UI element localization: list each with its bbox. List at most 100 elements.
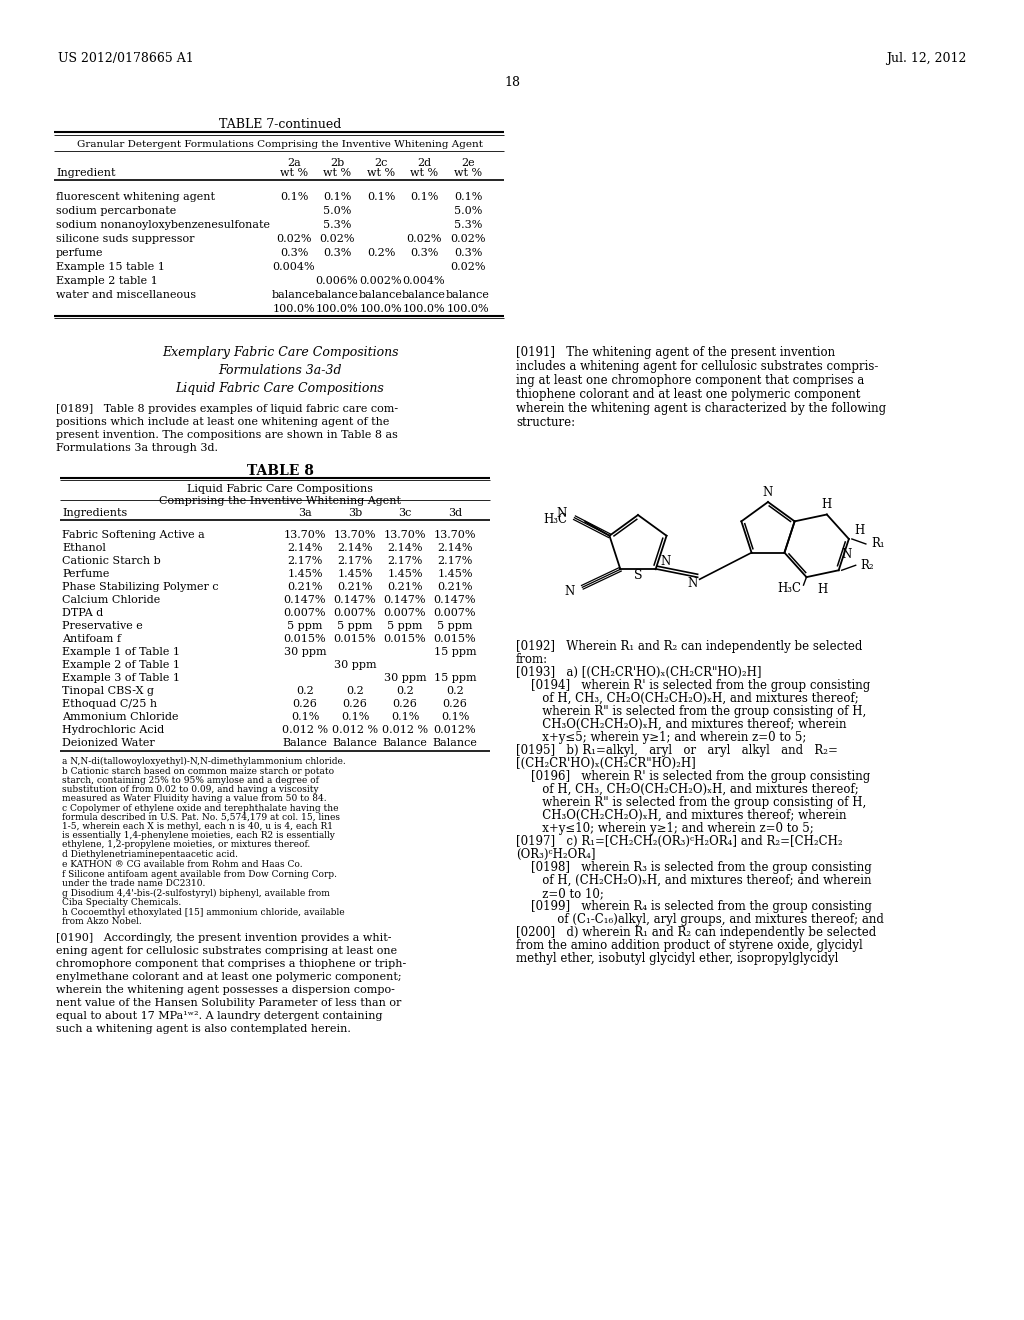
Text: 13.70%: 13.70% [434,531,476,540]
Text: 0.1%: 0.1% [440,711,469,722]
Text: 0.02%: 0.02% [407,234,441,244]
Text: [0199]   wherein R₄ is selected from the group consisting: [0199] wherein R₄ is selected from the g… [531,900,871,913]
Text: nent value of the Hansen Solubility Parameter of less than or: nent value of the Hansen Solubility Para… [56,998,401,1008]
Text: 2a: 2a [287,158,301,168]
Text: such a whitening agent is also contemplated herein.: such a whitening agent is also contempla… [56,1024,351,1034]
Text: 0.21%: 0.21% [437,582,473,591]
Text: 0.3%: 0.3% [323,248,351,257]
Text: of H, CH₃, CH₂O(CH₂CH₂O)ₓH, and mixtures thereof;: of H, CH₃, CH₂O(CH₂CH₂O)ₓH, and mixtures… [531,783,859,796]
Text: formula described in U.S. Pat. No. 5,574,179 at col. 15, lines: formula described in U.S. Pat. No. 5,574… [62,813,340,822]
Text: 0.147%: 0.147% [384,595,426,605]
Text: 30 ppm: 30 ppm [284,647,327,657]
Text: Granular Detergent Formulations Comprising the Inventive Whitening Agent: Granular Detergent Formulations Comprisi… [77,140,483,149]
Text: fluorescent whitening agent: fluorescent whitening agent [56,191,215,202]
Text: [0192]   Wherein R₁ and R₂ can independently be selected: [0192] Wherein R₁ and R₂ can independent… [516,640,862,653]
Text: measured as Water Fluidity having a value from 50 to 84.: measured as Water Fluidity having a valu… [62,795,327,803]
Text: 5.3%: 5.3% [454,220,482,230]
Text: 13.70%: 13.70% [334,531,376,540]
Text: 0.002%: 0.002% [359,276,402,286]
Text: [0198]   wherein R₃ is selected from the group consisting: [0198] wherein R₃ is selected from the g… [531,861,871,874]
Text: 0.015%: 0.015% [434,634,476,644]
Text: Comprising the Inventive Whitening Agent: Comprising the Inventive Whitening Agent [159,496,401,506]
Text: [0195]   b) R₁=alkyl,   aryl   or   aryl   alkyl   and   R₂=: [0195] b) R₁=alkyl, aryl or aryl alkyl a… [516,744,838,756]
Text: 0.02%: 0.02% [276,234,311,244]
Text: 13.70%: 13.70% [284,531,327,540]
Text: e KATHON ® CG available from Rohm and Haas Co.: e KATHON ® CG available from Rohm and Ha… [62,861,303,869]
Text: 15 ppm: 15 ppm [434,673,476,682]
Text: S: S [634,569,642,582]
Text: from the amino addition product of styrene oxide, glycidyl: from the amino addition product of styre… [516,939,863,952]
Text: Preservative e: Preservative e [62,620,142,631]
Text: 2d: 2d [417,158,431,168]
Text: H: H [817,582,827,595]
Text: 100.0%: 100.0% [315,304,358,314]
Text: sodium percarbonate: sodium percarbonate [56,206,176,216]
Text: 1.45%: 1.45% [288,569,323,579]
Text: 30 ppm: 30 ppm [334,660,376,671]
Text: 0.02%: 0.02% [451,261,485,272]
Text: N: N [763,486,773,499]
Text: (OR₃)ᶜH₂OR₄]: (OR₃)ᶜH₂OR₄] [516,847,596,861]
Text: 2.14%: 2.14% [437,543,473,553]
Text: 2.17%: 2.17% [288,556,323,566]
Text: balance: balance [446,290,489,300]
Text: 0.006%: 0.006% [315,276,358,286]
Text: perfume: perfume [56,248,103,257]
Text: balance: balance [402,290,445,300]
Text: equal to about 17 MPa¹ʷ². A laundry detergent containing: equal to about 17 MPa¹ʷ². A laundry dete… [56,1011,383,1020]
Text: [(CH₂CR'HO)ₓ(CH₂CR"HO)₂H]: [(CH₂CR'HO)ₓ(CH₂CR"HO)₂H] [516,756,695,770]
Text: 1.45%: 1.45% [387,569,423,579]
Text: g Disodium 4,4'-bis-(2-sulfostyryl) biphenyl, available from: g Disodium 4,4'-bis-(2-sulfostyryl) biph… [62,888,330,898]
Text: 100.0%: 100.0% [359,304,402,314]
Text: 0.015%: 0.015% [284,634,327,644]
Text: 0.2: 0.2 [446,686,464,696]
Text: from:: from: [516,653,548,667]
Text: 18: 18 [504,77,520,88]
Text: wherein the whitening agent is characterized by the following: wherein the whitening agent is character… [516,403,886,414]
Text: 15 ppm: 15 ppm [434,647,476,657]
Text: 2.17%: 2.17% [337,556,373,566]
Text: methyl ether, isobutyl glycidyl ether, isopropylglycidyl: methyl ether, isobutyl glycidyl ether, i… [516,952,839,965]
Text: N: N [564,585,574,598]
Text: Formulations 3a-3d: Formulations 3a-3d [218,364,342,378]
Text: 0.3%: 0.3% [454,248,482,257]
Text: Antifoam f: Antifoam f [62,634,121,644]
Text: wherein the whitening agent possesses a dispersion compo-: wherein the whitening agent possesses a … [56,985,395,995]
Text: 0.3%: 0.3% [280,248,308,257]
Text: 0.02%: 0.02% [319,234,354,244]
Text: present invention. The compositions are shown in Table 8 as: present invention. The compositions are … [56,430,398,440]
Text: [0193]   a) [(CH₂CR'HO)ₓ(CH₂CR"HO)₂H]: [0193] a) [(CH₂CR'HO)ₓ(CH₂CR"HO)₂H] [516,667,762,678]
Text: 5 ppm: 5 ppm [337,620,373,631]
Text: f Silicone antifoam agent available from Dow Corning Corp.: f Silicone antifoam agent available from… [62,870,337,879]
Text: 30 ppm: 30 ppm [384,673,426,682]
Text: [0190]   Accordingly, the present invention provides a whit-: [0190] Accordingly, the present inventio… [56,933,391,942]
Text: 2e: 2e [461,158,475,168]
Text: 0.004%: 0.004% [272,261,315,272]
Text: Balance: Balance [383,738,427,748]
Text: R₁: R₁ [870,537,885,550]
Text: 0.147%: 0.147% [434,595,476,605]
Text: 0.1%: 0.1% [391,711,419,722]
Text: 3b: 3b [348,508,362,517]
Text: 0.26: 0.26 [442,700,467,709]
Text: 0.007%: 0.007% [334,609,376,618]
Text: structure:: structure: [516,416,575,429]
Text: enylmethane colorant and at least one polymeric component;: enylmethane colorant and at least one po… [56,972,401,982]
Text: 1.45%: 1.45% [337,569,373,579]
Text: Ethanol: Ethanol [62,543,105,553]
Text: R₂: R₂ [861,558,874,572]
Text: 3c: 3c [398,508,412,517]
Text: Example 2 of Table 1: Example 2 of Table 1 [62,660,180,671]
Text: balance: balance [359,290,402,300]
Text: N: N [660,554,671,568]
Text: Exemplary Fabric Care Compositions: Exemplary Fabric Care Compositions [162,346,398,359]
Text: is essentially 1,4-phenylene moieties, each R2 is essentially: is essentially 1,4-phenylene moieties, e… [62,832,335,840]
Text: 0.26: 0.26 [392,700,418,709]
Text: wherein R" is selected from the group consisting of H,: wherein R" is selected from the group co… [531,796,866,809]
Text: chromophore component that comprises a thiophene or triph-: chromophore component that comprises a t… [56,960,407,969]
Text: ethylene, 1,2-propylene moieties, or mixtures thereof.: ethylene, 1,2-propylene moieties, or mix… [62,840,310,849]
Text: 2.17%: 2.17% [387,556,423,566]
Text: 100.0%: 100.0% [402,304,445,314]
Text: CH₃O(CH₂CH₂O)ₓH, and mixtures thereof; wherein: CH₃O(CH₂CH₂O)ₓH, and mixtures thereof; w… [531,718,847,731]
Text: TABLE 8: TABLE 8 [247,465,313,478]
